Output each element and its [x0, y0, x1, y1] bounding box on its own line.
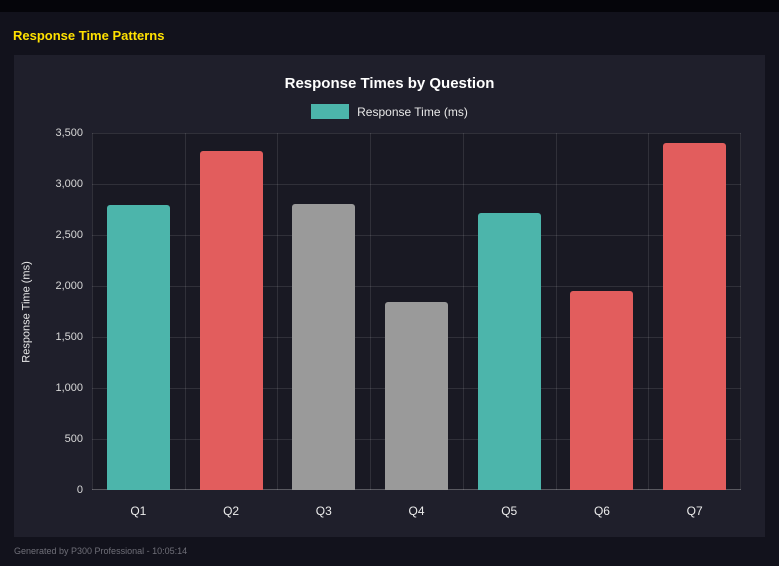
y-tick-label: 0 — [76, 484, 83, 496]
bar-q6[interactable] — [570, 291, 634, 490]
plot-area: 0 500 1,000 1,500 2,000 2,500 3,000 3,500 — [55, 127, 741, 496]
bar-q5[interactable] — [477, 212, 541, 490]
gridline — [92, 235, 741, 236]
bar-cell — [463, 133, 556, 490]
bars-layer — [92, 133, 741, 490]
x-axis-label: Q1 — [130, 504, 147, 518]
bar-cell — [185, 133, 278, 490]
gridline — [92, 286, 741, 287]
y-tick-label: 500 — [64, 433, 83, 445]
chart-legend[interactable]: Response Time (ms) — [14, 104, 765, 119]
gridline-vertical — [555, 133, 557, 490]
chart-panel: Response Times by Question Response Time… — [14, 55, 765, 537]
y-tick-label: 3,000 — [55, 178, 83, 190]
x-axis-labels: Q1 Q2 Q3 Q4 Q5 Q6 Q7 — [92, 504, 741, 518]
page-title: Response Time Patterns — [13, 28, 165, 43]
chart-body: 0 500 1,000 1,500 2,000 2,500 3,000 3,500 Q1 Q2 Q… — [40, 127, 741, 518]
bar-cell — [556, 133, 649, 490]
y-tick-label: 1,500 — [55, 331, 83, 343]
x-axis-label: Q6 — [593, 504, 610, 518]
bar-q7[interactable] — [663, 143, 727, 490]
x-axis-label: Q4 — [408, 504, 425, 518]
x-axis-label: Q3 — [315, 504, 332, 518]
bar-cell — [92, 133, 185, 490]
y-tick-label: 2,000 — [55, 280, 83, 292]
gridline-vertical — [370, 133, 372, 490]
gridline-vertical — [277, 133, 279, 490]
x-axis-label: Q5 — [501, 504, 518, 518]
footer-text: Generated by P300 Professional - 10:05:1… — [14, 546, 188, 556]
legend-label: Response Time (ms) — [357, 104, 468, 119]
bar-cell — [277, 133, 370, 490]
gridline-vertical — [648, 133, 650, 490]
y-tick-label: 3,500 — [55, 127, 83, 139]
bar-q4[interactable] — [384, 302, 449, 490]
y-tick-label: 1,000 — [55, 382, 83, 394]
bar-q3[interactable] — [292, 204, 356, 490]
legend-swatch — [311, 104, 350, 119]
gridline — [92, 133, 741, 134]
bar-cell — [370, 133, 463, 490]
x-axis-label: Q7 — [686, 504, 703, 518]
gridline — [92, 184, 741, 185]
gridline-vertical — [92, 133, 93, 490]
bar-cell — [648, 133, 741, 490]
gridline-vertical — [184, 133, 186, 490]
chart-area: Response Time (ms) 0 500 1,000 1,500 2,000 2,… — [14, 127, 765, 518]
y-axis-title: Response Time (ms) — [21, 260, 34, 363]
gridline-vertical — [462, 133, 464, 490]
x-axis-label: Q2 — [223, 504, 240, 518]
bar-q1[interactable] — [106, 205, 170, 490]
chart-title: Response Times by Question — [284, 75, 495, 92]
y-tick-label: 2,500 — [55, 229, 83, 241]
gridline-vertical — [740, 133, 741, 490]
bar-q2[interactable] — [199, 151, 263, 490]
window-top-strip — [0, 0, 779, 12]
